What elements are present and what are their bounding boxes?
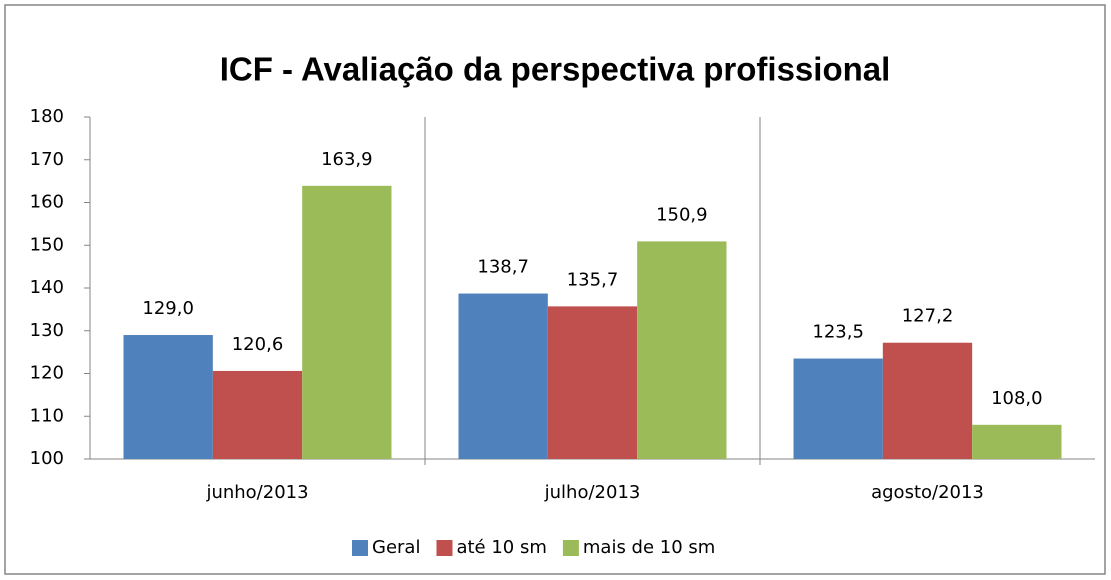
y-tick-label: 180 <box>30 106 64 127</box>
bar <box>882 342 973 459</box>
y-tick-label: 100 <box>30 448 64 469</box>
bar <box>302 185 392 459</box>
data-label: 163,9 <box>321 149 373 170</box>
data-label: 120,6 <box>232 334 284 355</box>
data-label: 150,9 <box>656 204 708 225</box>
data-label: 138,7 <box>477 257 529 278</box>
data-label: 108,0 <box>991 388 1043 409</box>
y-tick-label: 120 <box>30 363 64 384</box>
y-tick-label: 140 <box>30 277 64 298</box>
chart-border <box>4 4 1106 575</box>
chart-title: ICF - Avaliação da perspectiva profissio… <box>220 51 891 88</box>
x-tick-label: agosto/2013 <box>871 482 984 503</box>
bar <box>458 293 548 459</box>
y-tick-label: 150 <box>30 234 64 255</box>
legend-label: até 10 sm <box>456 537 546 558</box>
data-label: 135,7 <box>567 269 619 290</box>
bar <box>123 335 213 459</box>
legend-label: Geral <box>372 537 420 558</box>
y-tick-label: 110 <box>30 405 64 426</box>
data-label: 129,0 <box>142 298 194 319</box>
x-tick-label: julho/2013 <box>544 482 641 503</box>
y-tick-label: 170 <box>30 149 64 170</box>
legend-swatch <box>562 540 579 556</box>
bar <box>637 241 727 459</box>
y-tick-label: 160 <box>30 192 64 213</box>
data-label: 123,5 <box>812 322 864 343</box>
bar <box>212 370 303 459</box>
legend-swatch <box>352 540 368 556</box>
bar <box>972 424 1062 459</box>
legend-swatch <box>436 540 453 556</box>
y-tick-label: 130 <box>30 320 64 341</box>
bar <box>793 358 883 459</box>
data-label: 127,2 <box>902 306 954 327</box>
x-tick-label: junho/2013 <box>205 482 308 503</box>
bar <box>547 306 638 459</box>
legend-label: mais de 10 sm <box>583 537 715 558</box>
